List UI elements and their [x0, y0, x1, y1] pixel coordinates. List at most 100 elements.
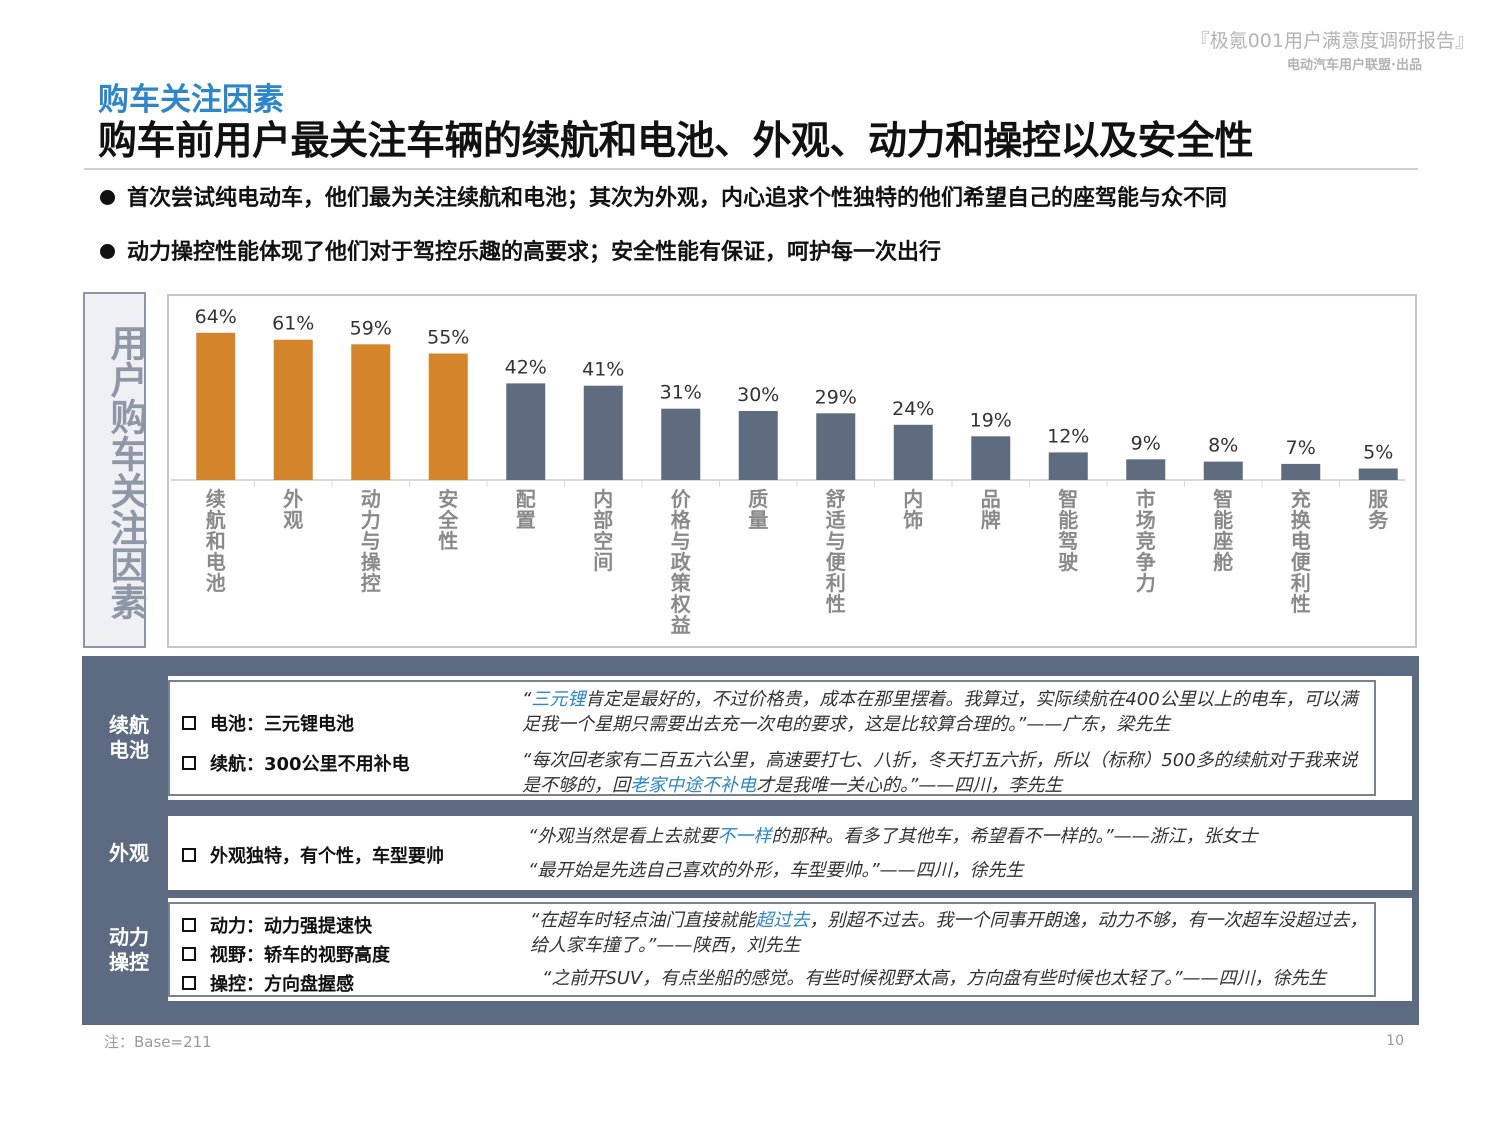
quote-panel: 续航 电池 电池：三元锂电池 续航：300公里不用补电 “三元锂肯定是最好的，不… [82, 656, 1419, 1025]
bar-chart: 64% 续航和电池 61% 外观 59% 动力与操控 55% 安全性 42% 配置 41% 内部空间 3… [171, 306, 1405, 637]
category-label: 品牌 [981, 487, 1001, 532]
bar [583, 385, 623, 480]
row-label: 续航 电池 [90, 676, 168, 800]
quote-pre: “在超车时轻点油门直接就能 [530, 910, 756, 931]
list-item: 操控：方向盘握感 [182, 970, 354, 996]
data-label: 29% [815, 386, 857, 408]
bullet-text: 首次尝试纯电动车，他们最为关注续航和电池；其次为外观，内心追求个性独特的他们希望… [127, 186, 1228, 211]
category-label: 内部空间 [593, 487, 613, 574]
quote-text: “最开始是先选自己喜欢的外形，车型要帅。”——四川，徐先生 [528, 858, 1368, 883]
checkbox-square-icon [182, 976, 196, 990]
data-label: 64% [195, 306, 237, 328]
data-label: 31% [660, 382, 702, 404]
data-label: 7% [1286, 437, 1316, 459]
row-label: 动力 操控 [90, 898, 168, 1001]
bar [893, 424, 933, 480]
list-item: 电池：三元锂电池 [182, 710, 354, 736]
data-label: 61% [272, 313, 314, 335]
chart-side-label: 用户购车关注因素 [104, 324, 147, 620]
row-label: 外观 [90, 816, 168, 890]
data-label: 41% [582, 359, 624, 381]
data-label: 9% [1131, 432, 1161, 454]
bar [971, 436, 1011, 480]
data-label: 19% [970, 409, 1012, 431]
quote-pre: “每次回老家有二百五六公里，高速要打七、八折，冬天打五六折，所以（标称）500多… [522, 750, 1358, 796]
quote-highlight: 超过去 [755, 910, 810, 931]
quote-highlight: 三元锂 [531, 689, 586, 710]
data-label: 24% [892, 398, 934, 420]
bar [351, 344, 391, 480]
bar [196, 332, 236, 480]
bar [1358, 468, 1398, 480]
quote-text: “每次回老家有二百五六公里，高速要打七、八折，冬天打五六折，所以（标称）500多… [522, 748, 1367, 798]
list-item: 续航：300公里不用补电 [182, 750, 410, 776]
footnote: 注：Base=211 [104, 1033, 212, 1051]
quote-text: “外观当然是看上去就要不一样的那种。看多了其他车，希望看不一样的。”——浙江，张… [528, 824, 1368, 849]
item-text: 操控：方向盘握感 [210, 974, 354, 995]
bar [738, 411, 778, 480]
checkbox-square-icon [182, 716, 196, 730]
bar [1126, 459, 1166, 480]
bullet-dot-icon [100, 189, 115, 205]
data-label: 12% [1047, 425, 1089, 447]
data-label: 55% [427, 327, 469, 349]
report-title: 『极氪001用户满意度调研报告』 [1190, 30, 1474, 52]
bullet-point-2: 动力操控性能体现了他们对于驾控乐趣的高要求；安全性能有保证，呵护每一次出行 [100, 234, 941, 266]
row-content: 电池：三元锂电池 续航：300公里不用补电 “三元锂肯定是最好的，不过价格贵，成… [168, 680, 1376, 796]
quote-text: “在超车时轻点油门直接就能超过去，别超不过去。我一个同事开朗逸，动力不够，有一次… [530, 908, 1370, 958]
report-subtitle: 电动汽车用户联盟·出品 [1287, 58, 1422, 73]
data-label: 42% [505, 356, 547, 378]
category-label: 安全性 [437, 487, 459, 553]
bar [816, 413, 856, 480]
chart-side-panel: 用户购车关注因素 [83, 292, 147, 648]
bullet-text: 动力操控性能体现了他们对于驾控乐趣的高要求；安全性能有保证，呵护每一次出行 [127, 240, 942, 265]
category-label: 市场竞争力 [1136, 487, 1156, 595]
bullet-point-1: 首次尝试纯电动车，他们最为关注续航和电池；其次为外观，内心追求个性独特的他们希望… [100, 180, 1227, 212]
checkbox-square-icon [182, 848, 196, 862]
quote-pre: “外观当然是看上去就要 [528, 826, 718, 847]
data-label: 5% [1363, 442, 1393, 464]
quote-text: “三元锂肯定是最好的，不过价格贵，成本在那里摆着。我算过，实际续航在400公里以… [522, 687, 1367, 737]
category-label: 配置 [516, 487, 536, 532]
quote-text: “之前开SUV，有点坐船的感觉。有些时候视野太高，方向盘有些时候也太轻了。”——… [542, 966, 1382, 991]
category-label: 服务 [1368, 487, 1389, 532]
category-label: 内饰 [903, 487, 923, 532]
bar [1048, 452, 1088, 480]
quote-pre: “之前开SUV，有点坐船的感觉。有些时候视野太高，方向盘有些时候也太轻了。”——… [542, 968, 1327, 989]
data-label: 8% [1208, 435, 1238, 457]
quote-pre: “最开始是先选自己喜欢的外形，车型要帅。”——四川，徐先生 [528, 860, 1024, 881]
bar [1281, 463, 1321, 480]
category-label: 智能驾驶 [1058, 487, 1078, 574]
row-content: 动力：动力强提速快 视野：轿车的视野高度 操控：方向盘握感 “在超车时轻点油门直… [168, 902, 1376, 997]
category-label: 动力与操控 [361, 487, 382, 595]
category-label: 充换电便利性 [1291, 487, 1312, 616]
quote-post: 肯定是最好的，不过价格贵，成本在那里摆着。我算过，实际续航在400公里以上的电车… [522, 689, 1358, 735]
quote-post: 才是我唯一关心的。”——四川，李先生 [756, 775, 1063, 796]
quote-highlight: 老家中途不补电 [630, 775, 756, 796]
item-text: 电池：三元锂电池 [210, 714, 354, 735]
page-headline: 购车前用户最关注车辆的续航和电池、外观、动力和操控以及安全性 [98, 119, 1254, 164]
page-number: 10 [1386, 1033, 1404, 1049]
data-label: 30% [737, 384, 779, 406]
category-label: 智能座舱 [1213, 487, 1234, 574]
bar [1203, 461, 1243, 480]
data-label: 59% [350, 317, 392, 339]
quote-pre: “ [522, 689, 532, 710]
item-text: 视野：轿车的视野高度 [210, 945, 390, 966]
bar [428, 353, 468, 480]
list-item: 外观独特，有个性，车型要帅 [182, 842, 444, 868]
item-text: 续航：300公里不用补电 [210, 754, 410, 775]
header-divider [84, 168, 1418, 170]
list-item: 视野：轿车的视野高度 [182, 941, 390, 967]
quote-post: 的那种。看多了其他车，希望看不一样的。”——浙江，张女士 [771, 826, 1258, 847]
bar [273, 339, 313, 480]
checkbox-square-icon [182, 947, 196, 961]
category-label: 舒适与便利性 [826, 487, 847, 616]
quote-row-power-handling: 动力 操控 动力：动力强提速快 视野：轿车的视野高度 操控：方向盘握感 “在超车… [90, 898, 1412, 1001]
quote-row-range-battery: 续航 电池 电池：三元锂电池 续航：300公里不用补电 “三元锂肯定是最好的，不… [90, 676, 1412, 800]
bar [661, 408, 701, 480]
category-label: 外观 [283, 487, 303, 532]
category-label: 价格与政策权益 [670, 487, 692, 637]
quote-highlight: 不一样 [717, 826, 772, 847]
list-item: 动力：动力强提速快 [182, 912, 372, 938]
